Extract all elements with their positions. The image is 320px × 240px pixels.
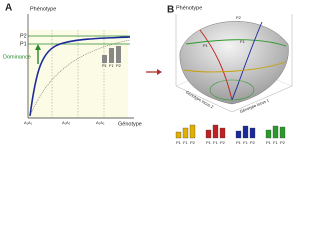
curve [231, 21, 263, 101]
annotation: Dominance [3, 54, 31, 60]
surface-label: F1 [240, 39, 245, 44]
x-tick-label: A₁A₁ [24, 120, 33, 125]
curve [185, 39, 287, 47]
y-axis-label: Phénotype [30, 6, 56, 12]
bar-label: P2 [220, 140, 226, 145]
figure: A Phénotype P2 P1 Dominance A₁A₁ A₁A₂ A₂… [3, 3, 293, 145]
bar-label: P1 [206, 140, 212, 145]
panel-letter: B [167, 5, 174, 16]
z-axis-label: Phénotype [176, 5, 202, 11]
surface [179, 21, 289, 105]
x-tick-label: A₂A₂ [96, 120, 105, 125]
x-axis-label: Génotype [118, 121, 142, 127]
inset-bar [116, 46, 121, 63]
bar-label: F1 [243, 140, 248, 145]
bar [205, 129, 212, 139]
curve [199, 29, 233, 101]
bar-label: F1 [273, 140, 278, 145]
arrow-head [157, 69, 162, 75]
bar-label: P2 [280, 140, 286, 145]
inset-bar [109, 48, 114, 63]
bar-label: P1 [176, 140, 182, 145]
level-label: P2 [20, 33, 27, 39]
bar-label: P1 [102, 63, 108, 68]
bar [265, 129, 272, 139]
surface-label: P1 [203, 43, 209, 48]
panel-a: A Phénotype P2 P1 Dominance A₁A₁ A₁A₂ A₂… [3, 3, 142, 128]
bar-label: P1 [236, 140, 242, 145]
contour [209, 79, 255, 101]
bar [235, 130, 242, 139]
arrow-head [35, 44, 41, 50]
bar [219, 127, 226, 139]
bar-label: P2 [116, 63, 122, 68]
bar [272, 125, 279, 139]
curve [29, 36, 131, 117]
curve [183, 61, 287, 73]
bar [212, 124, 219, 139]
bar [182, 127, 189, 139]
box [175, 14, 293, 113]
bar-label: F1 [109, 63, 114, 68]
panel-b: B Phénotype P2 F1 P1 Génotype locus 1 Gé… [167, 5, 293, 145]
bar [189, 124, 196, 139]
bar-label: F1 [183, 140, 188, 145]
bar-label: F1 [213, 140, 218, 145]
curve [29, 39, 131, 117]
surface-label: P2 [236, 15, 242, 20]
level-label: P1 [20, 41, 27, 47]
bar-label: P1 [266, 140, 272, 145]
bar [242, 125, 249, 139]
bar-groups: P1 F1 P2 P1 F1 P2 P1 F1 P2 P1 F1 P2 [175, 124, 286, 145]
bar [249, 127, 256, 139]
bar [175, 131, 182, 139]
bar-label: P2 [250, 140, 256, 145]
bar-label: P2 [190, 140, 196, 145]
bar [279, 126, 286, 139]
x-tick-label: A₁A₂ [62, 120, 71, 125]
inset-bar [102, 55, 107, 63]
panel-letter: A [5, 3, 12, 14]
